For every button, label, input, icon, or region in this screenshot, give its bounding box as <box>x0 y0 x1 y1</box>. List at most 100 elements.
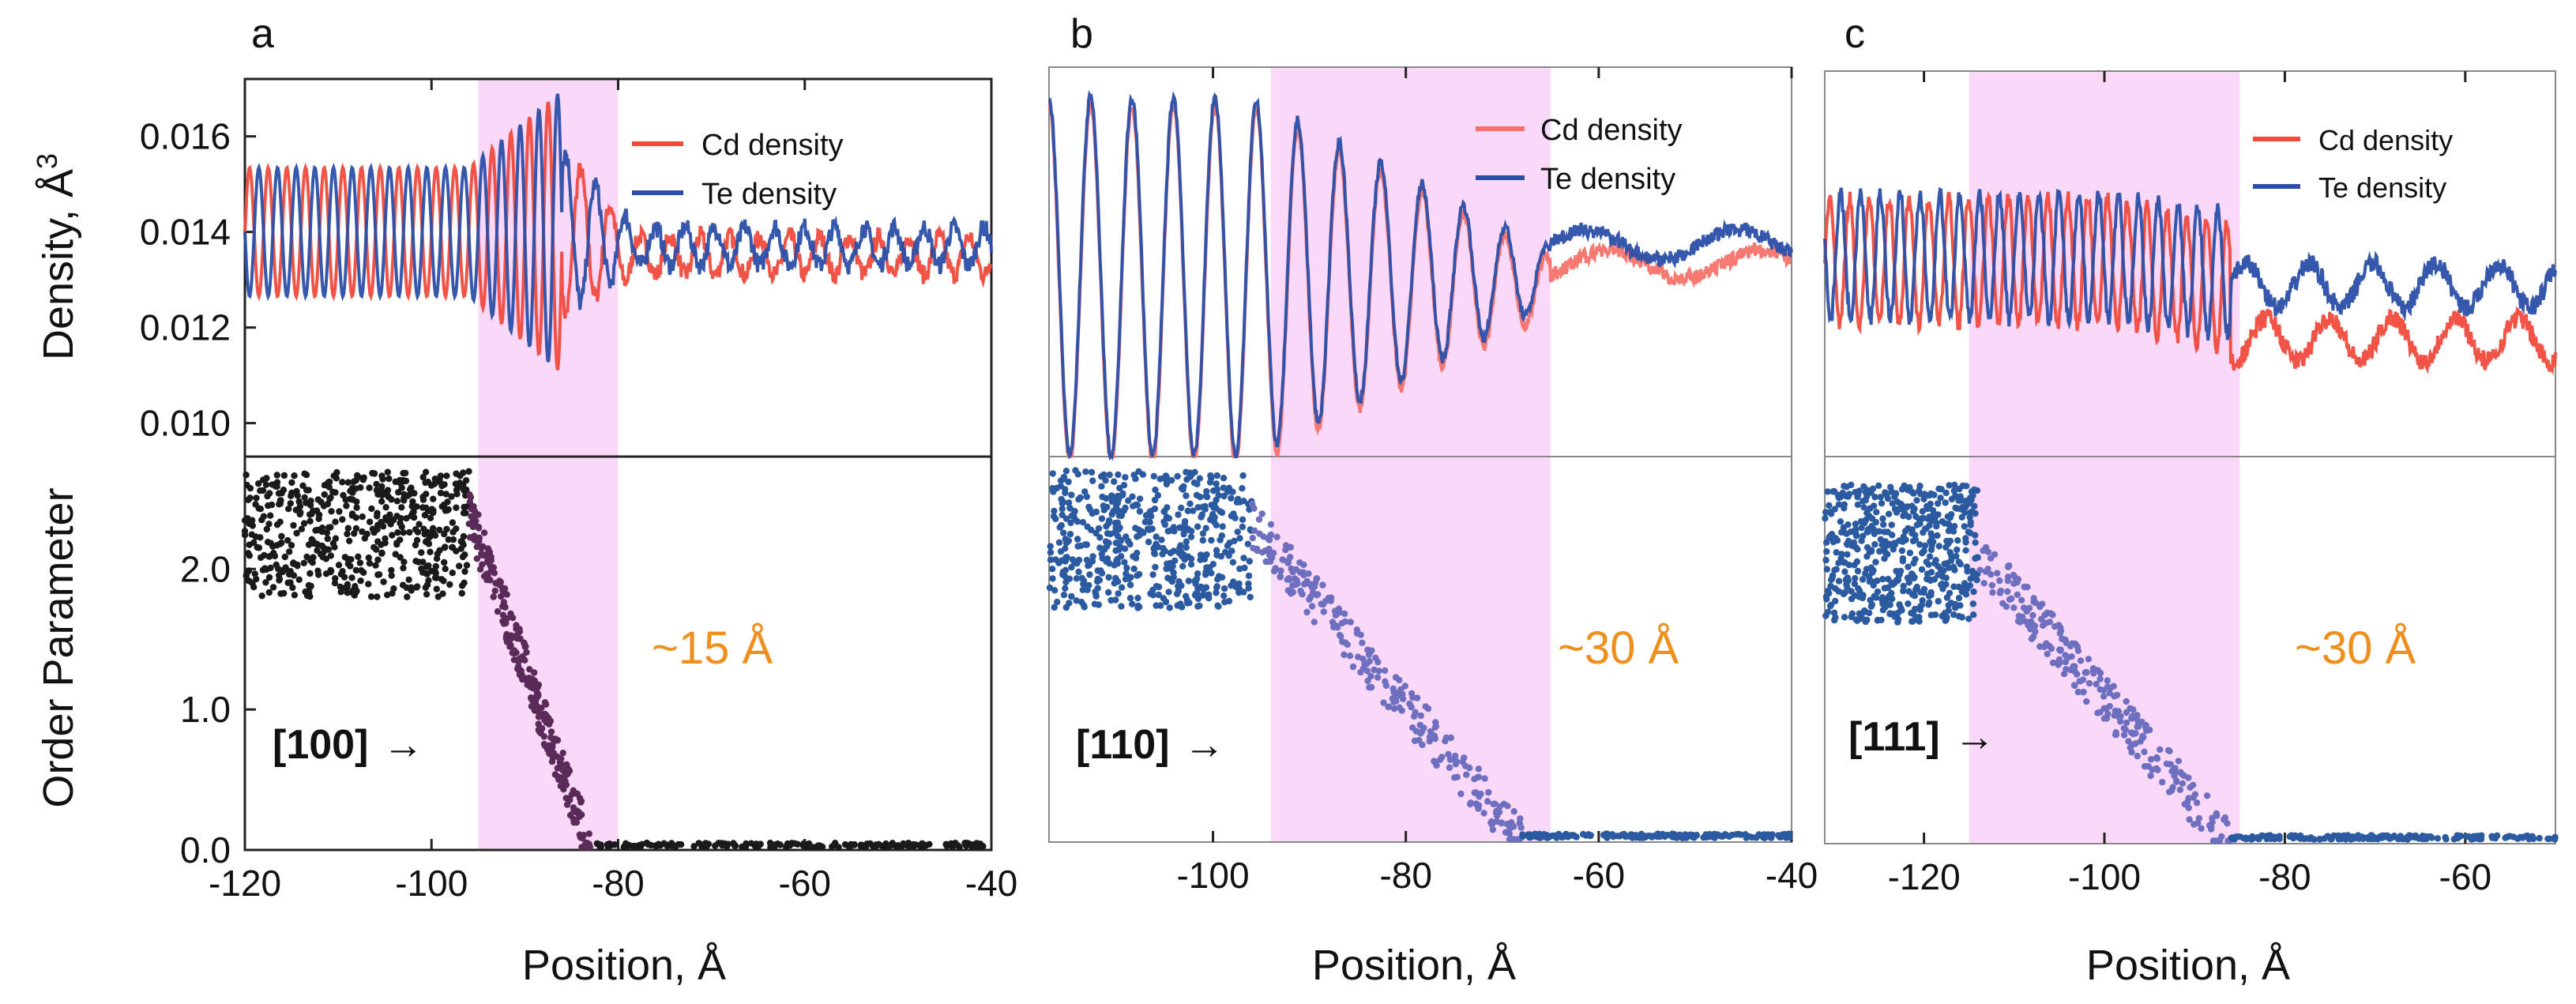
order-point <box>243 472 250 479</box>
order-point <box>1336 631 1344 639</box>
order-point <box>436 526 443 534</box>
order-point <box>1054 598 1061 606</box>
order-point <box>1419 741 1426 749</box>
order-point <box>1062 486 1069 493</box>
x-tick-label: -120 <box>1888 856 1961 897</box>
order-point <box>1277 573 1284 581</box>
order-point <box>1140 529 1147 536</box>
order-point <box>1852 616 1860 623</box>
panel-c-title: c <box>1845 11 1865 57</box>
order-point <box>1973 487 1981 494</box>
order-point <box>324 535 331 543</box>
order-y-tick-label: 0.0 <box>180 829 231 871</box>
order-point <box>1946 482 1953 489</box>
order-point <box>1197 493 1204 501</box>
order-point <box>1235 580 1243 588</box>
order-point <box>394 529 401 536</box>
order-point <box>1826 533 1833 540</box>
order-point <box>540 733 547 740</box>
panel-a-x-ticks: -120 -100 -80 -60 -40 <box>209 79 1017 904</box>
order-point <box>1171 557 1179 565</box>
order-point <box>1307 593 1314 601</box>
order-point <box>1900 582 1907 590</box>
order-point <box>1346 652 1354 660</box>
order-point <box>1950 583 1957 590</box>
order-point <box>1954 546 1961 554</box>
order-point <box>1251 527 1258 534</box>
order-point <box>1062 540 1070 547</box>
order-point <box>1149 525 1156 532</box>
order-point <box>457 538 464 545</box>
order-point <box>1447 734 1455 742</box>
order-point <box>332 535 340 542</box>
order-point <box>1950 611 1957 619</box>
order-point <box>1100 502 1107 510</box>
order-point <box>449 543 457 551</box>
order-point <box>2167 761 2174 768</box>
order-point <box>265 521 273 528</box>
order-point <box>314 496 322 503</box>
order-point <box>382 535 389 543</box>
order-point <box>2117 713 2124 720</box>
order-point <box>1164 560 1171 567</box>
order-point <box>324 500 332 508</box>
order-point <box>2120 724 2127 732</box>
order-point <box>1877 494 1884 501</box>
panel-b-order-points <box>1046 467 1793 843</box>
order-point <box>2014 576 2022 583</box>
order-point <box>372 562 379 569</box>
order-point <box>1466 764 1473 772</box>
order-point <box>1664 831 1671 839</box>
order-point <box>2014 591 2021 598</box>
order-point <box>1417 712 1424 720</box>
order-point <box>1457 790 1465 798</box>
order-point <box>1854 546 1861 553</box>
x-tick-label: -40 <box>1766 855 1818 896</box>
order-point <box>1111 478 1118 485</box>
order-point <box>1934 532 1941 540</box>
order-point <box>1935 511 1942 518</box>
order-point <box>458 582 466 589</box>
order-point <box>502 635 510 642</box>
order-point <box>1969 600 1977 607</box>
order-point <box>1194 585 1202 592</box>
order-point <box>1833 549 1840 556</box>
order-point <box>1180 530 1187 538</box>
order-point <box>2015 612 2023 619</box>
order-point <box>2074 688 2081 696</box>
order-point <box>1882 549 1890 556</box>
order-point <box>1485 788 1492 796</box>
order-point <box>1115 471 1122 479</box>
order-point <box>388 496 395 503</box>
order-point <box>1077 598 1085 606</box>
order-point <box>1884 495 1892 502</box>
order-point <box>1051 587 1059 594</box>
order-point <box>2085 679 2093 687</box>
order-point <box>1284 558 1292 565</box>
order-point <box>243 481 250 489</box>
order-point <box>1222 548 1229 556</box>
order-point <box>299 482 306 489</box>
density-line-te <box>1048 89 1793 461</box>
order-point <box>2138 735 2146 742</box>
order-point <box>344 525 352 532</box>
panel-c-density-lines <box>1823 186 2557 376</box>
order-point <box>546 750 553 757</box>
order-point <box>1199 536 1207 544</box>
order-point <box>1823 539 1830 546</box>
order-point <box>1059 506 1066 513</box>
order-point <box>1854 501 1862 509</box>
order-point <box>1965 615 1972 622</box>
order-point <box>1255 516 1263 523</box>
order-point <box>2010 604 2018 611</box>
order-point <box>2190 781 2197 788</box>
order-point <box>1220 585 1228 592</box>
order-point <box>1822 515 1829 522</box>
order-point <box>1121 558 1128 566</box>
order-point <box>2172 769 2179 776</box>
order-point <box>1374 674 1382 681</box>
order-point <box>1058 521 1065 529</box>
order-point <box>1752 834 1759 841</box>
order-point <box>250 584 258 591</box>
order-point <box>306 570 314 577</box>
